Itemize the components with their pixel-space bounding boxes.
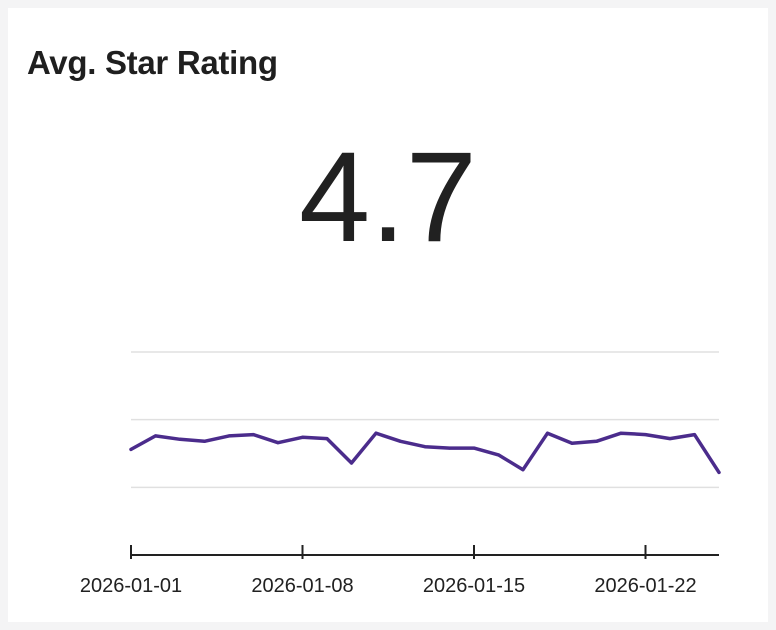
card-title: Avg. Star Rating [27, 44, 278, 81]
star-rating-card: Avg. Star Rating 4.7 [8, 8, 768, 622]
average-rating-value: 4.7 [299, 126, 477, 269]
